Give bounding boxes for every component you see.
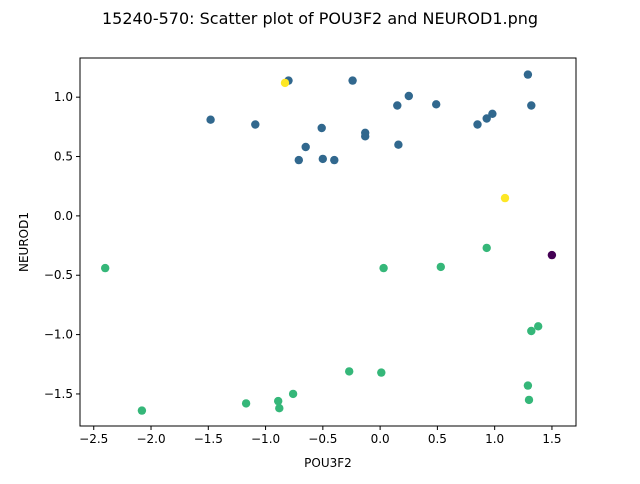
data-point <box>393 101 402 110</box>
y-axis-ticks: −1.5 −1.0 −0.5 0.0 0.5 1.0 <box>44 90 80 401</box>
x-axis-ticks: −2.5 −2.0 −1.5 −1.0 −0.5 0.0 0.5 1.0 1.5 <box>79 426 561 446</box>
y-tick-label: −1.0 <box>44 328 73 342</box>
x-tick-label: 1.5 <box>542 432 561 446</box>
data-point <box>482 243 491 253</box>
data-point <box>280 78 290 88</box>
x-tick-label: −0.5 <box>308 432 337 446</box>
y-tick-label: 0.5 <box>54 150 73 164</box>
data-point <box>523 70 533 79</box>
y-tick-label: −1.5 <box>44 387 73 401</box>
data-point <box>534 322 543 331</box>
data-point <box>379 263 388 273</box>
data-point <box>348 76 357 85</box>
data-point <box>251 120 260 129</box>
y-axis-label: NEUROD1 <box>17 212 31 272</box>
data-point <box>500 193 510 203</box>
data-point <box>482 114 491 123</box>
data-point <box>432 100 441 109</box>
data-point <box>288 389 298 399</box>
x-tick-label: −1.0 <box>251 432 280 446</box>
data-point <box>294 155 303 165</box>
data-point <box>523 381 533 390</box>
data-point <box>473 120 482 129</box>
data-point <box>377 368 386 377</box>
data-point <box>361 132 370 141</box>
data-point <box>436 262 445 272</box>
data-point <box>345 367 354 376</box>
data-point <box>527 326 536 336</box>
x-tick-label: 0.5 <box>428 432 447 446</box>
x-tick-label: 0.0 <box>371 432 390 446</box>
data-point <box>547 250 557 260</box>
data-point <box>137 406 147 415</box>
x-tick-label: −2.5 <box>79 432 108 446</box>
y-tick-label: −0.5 <box>44 268 73 282</box>
points-layer <box>101 70 557 415</box>
data-point <box>524 395 534 405</box>
x-tick-label: −1.5 <box>194 432 223 446</box>
data-point <box>318 154 327 164</box>
y-tick-label: 1.0 <box>54 90 73 104</box>
data-point <box>274 396 283 406</box>
data-point <box>301 142 310 152</box>
data-point <box>275 404 284 413</box>
data-point <box>404 91 413 101</box>
data-point <box>241 399 251 408</box>
chart-title: 15240-570: Scatter plot of POU3F2 and NE… <box>102 9 538 28</box>
data-point <box>330 155 339 165</box>
x-tick-label: −2.0 <box>136 432 165 446</box>
data-point <box>101 263 110 273</box>
data-point <box>317 123 326 133</box>
y-tick-label: 0.0 <box>54 209 73 223</box>
plot-frame <box>79 57 577 427</box>
data-point <box>488 109 497 119</box>
x-tick-label: 1.0 <box>485 432 504 446</box>
x-axis-label: POU3F2 <box>304 456 352 470</box>
data-point <box>206 115 215 124</box>
data-point <box>527 101 536 110</box>
data-point <box>394 140 403 149</box>
